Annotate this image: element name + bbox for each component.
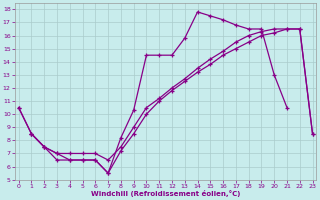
X-axis label: Windchill (Refroidissement éolien,°C): Windchill (Refroidissement éolien,°C) — [91, 190, 240, 197]
